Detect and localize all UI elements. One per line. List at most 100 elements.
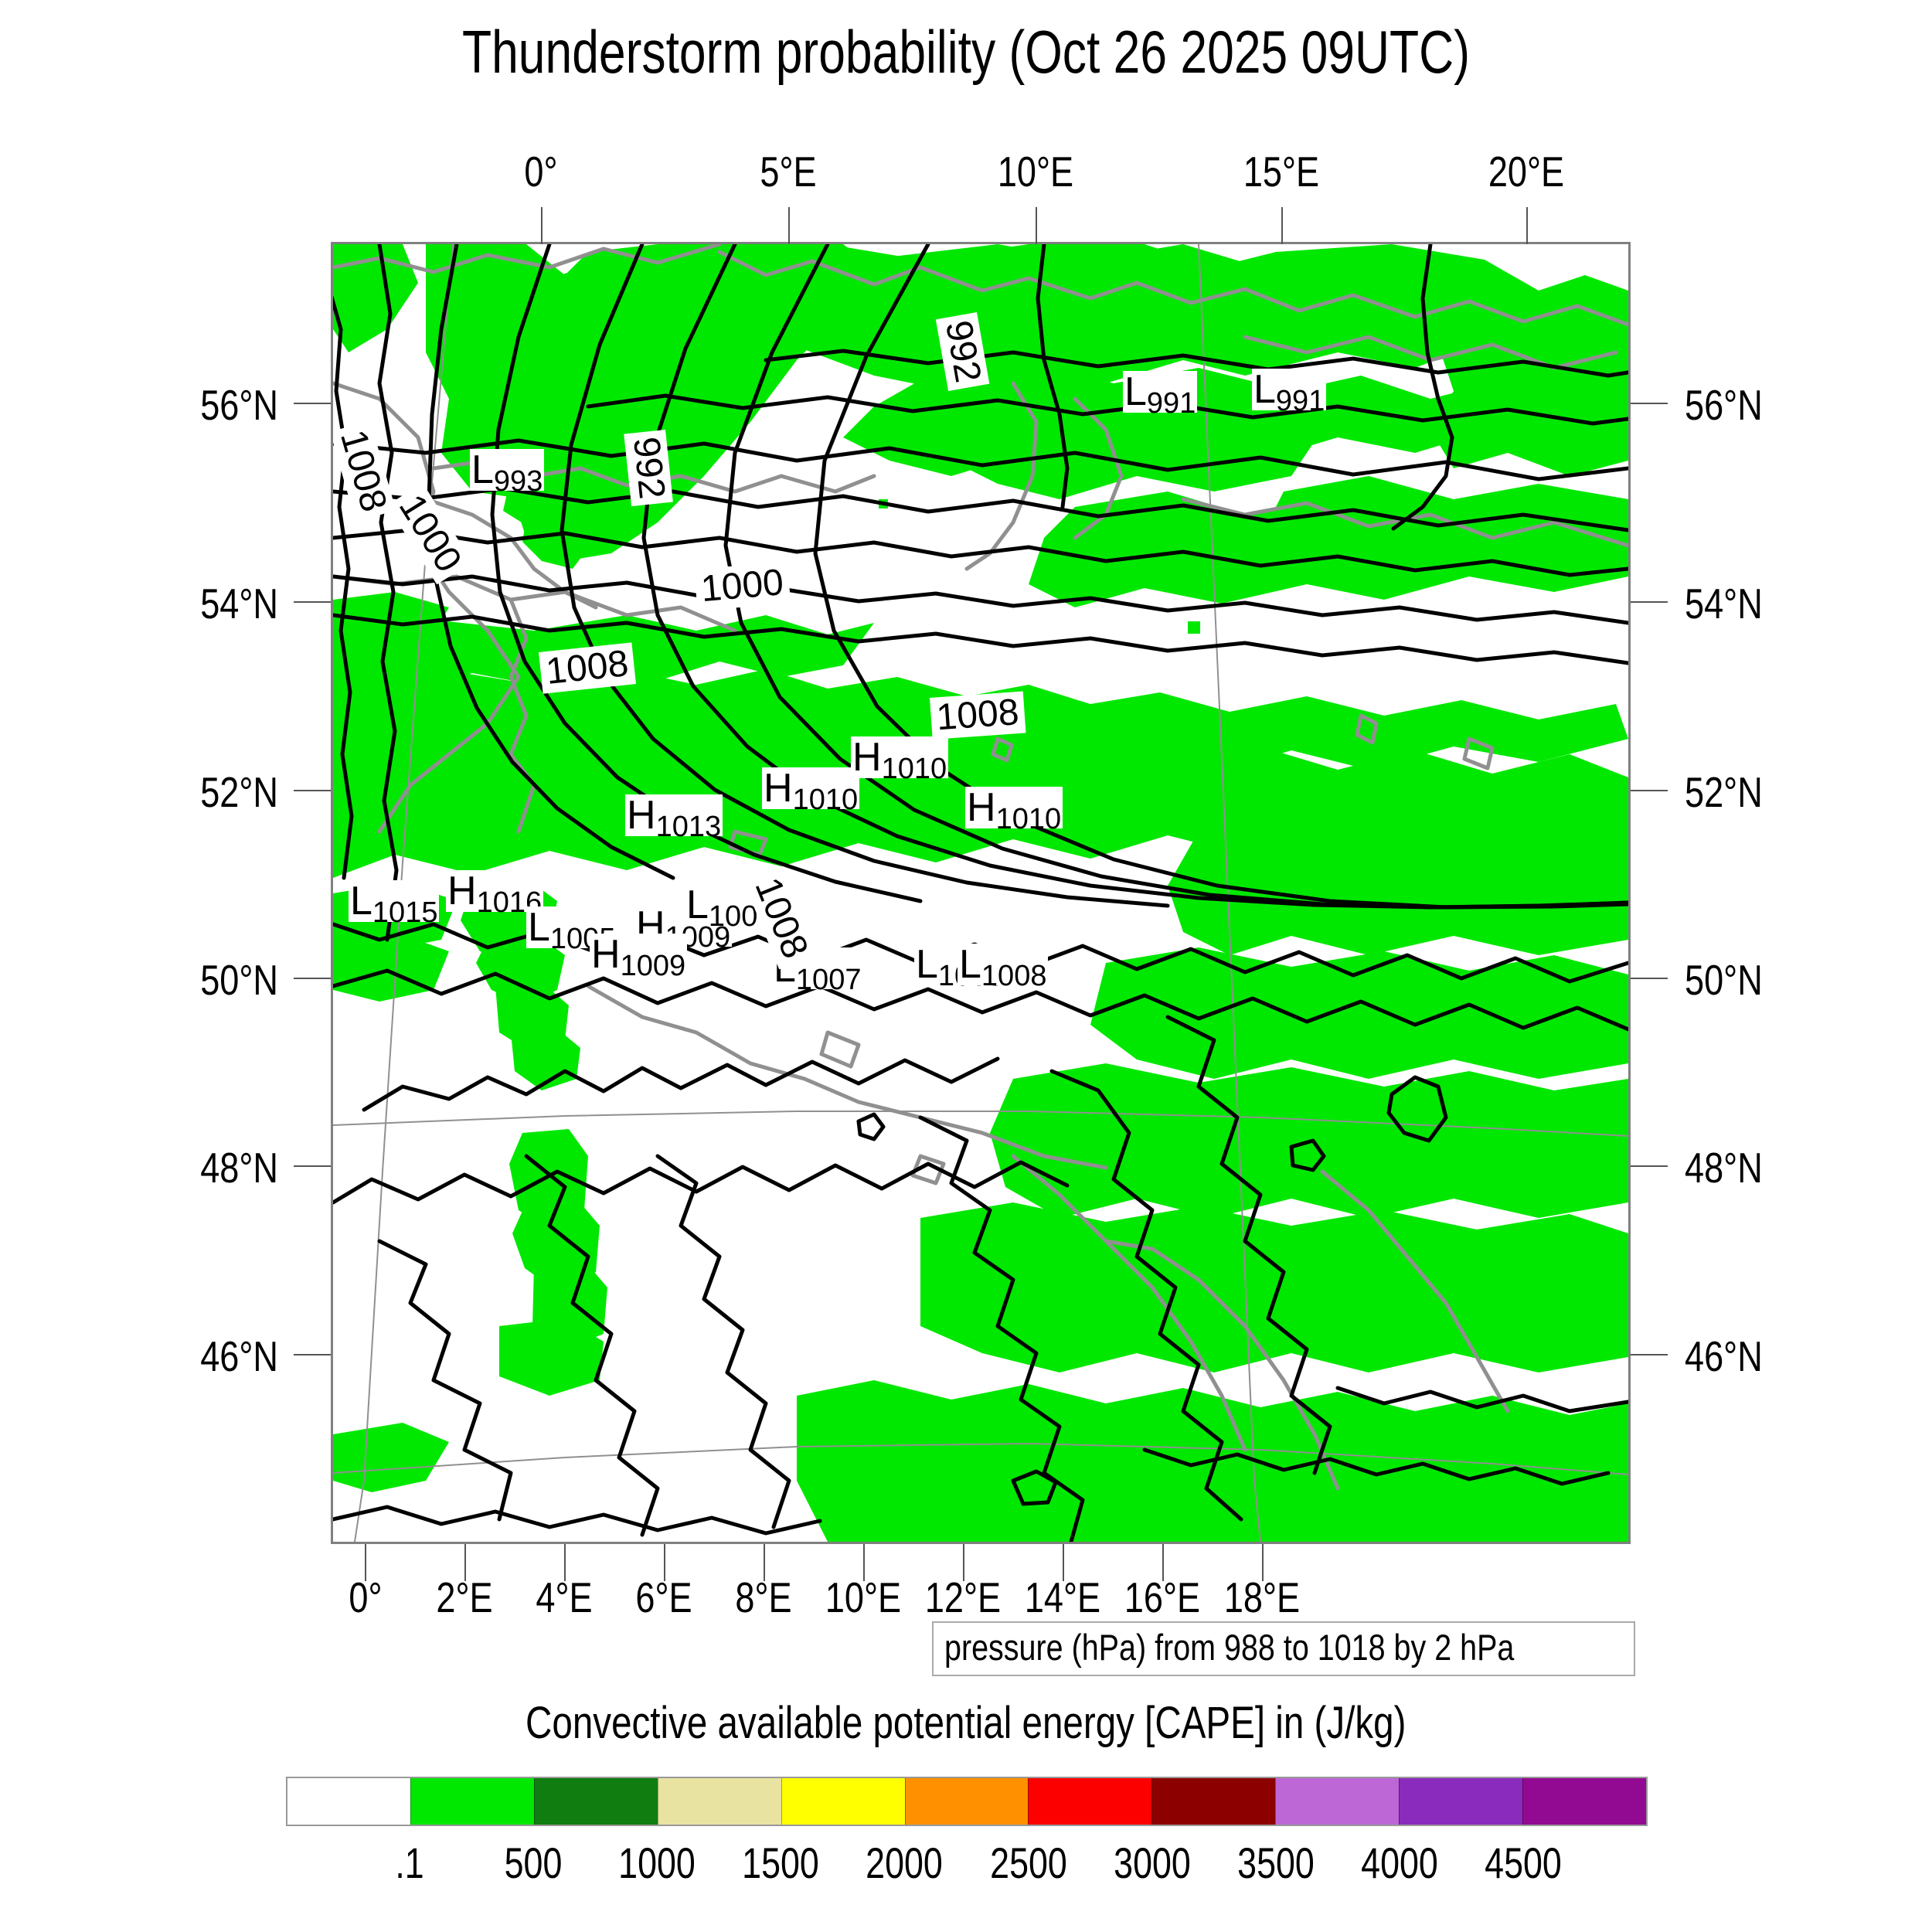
pressure-marker-value: 991 <box>1146 387 1196 420</box>
pressure-marker-value: 1015 <box>372 896 438 929</box>
colorbar-segment-2[interactable] <box>533 1778 658 1825</box>
axis-tick-left <box>294 790 331 791</box>
colorbar-segment-9[interactable] <box>1399 1778 1523 1825</box>
pressure-marker: L1008 <box>957 942 1049 991</box>
colorbar-segment-5[interactable] <box>904 1778 1029 1825</box>
pressure-marker-type: L <box>686 883 709 927</box>
colorbar-tick: 3500 <box>1228 1838 1325 1888</box>
pressure-marker-value: 1010 <box>792 784 859 816</box>
isobar-layer <box>333 244 1628 1542</box>
colorbar-tick: .1 <box>392 1838 428 1888</box>
axis-tick-bottom <box>664 1544 665 1581</box>
axis-label-bottom: 16°E <box>1124 1573 1201 1621</box>
cape-colorbar[interactable] <box>286 1777 1648 1826</box>
pressure-marker: H1013 <box>625 794 723 842</box>
axis-label-right: 46°N <box>1685 1332 1763 1380</box>
contour-label: 992 <box>624 430 673 507</box>
pressure-marker: H1009 <box>590 932 688 981</box>
pressure-marker-type: L <box>959 942 981 987</box>
pressure-marker-value: 1007 <box>795 964 862 996</box>
colorbar-title-text: Convective available potential energy [C… <box>526 1698 1406 1748</box>
colorbar-title: Convective available potential energy [C… <box>0 1697 1932 1749</box>
axis-label-right: 52°N <box>1685 768 1763 816</box>
axis-tick-right <box>1631 1354 1668 1355</box>
colorbar-tick-text: 500 <box>504 1838 563 1887</box>
axis-tick-right <box>1631 1165 1668 1167</box>
pressure-marker-type: L <box>1253 367 1276 412</box>
axis-tick-top <box>541 207 543 244</box>
axis-label-left: 56°N <box>200 381 278 429</box>
axis-label-top: 5°E <box>760 148 817 196</box>
axis-label-bottom: 14°E <box>1024 1573 1101 1621</box>
pressure-marker: L991 <box>1123 369 1198 418</box>
pressure-marker-type: H <box>967 785 996 830</box>
axis-tick-left <box>294 978 331 979</box>
colorbar-segment-3[interactable] <box>657 1778 781 1825</box>
axis-tick-top <box>788 207 790 244</box>
pressure-marker: L993 <box>470 447 545 496</box>
pressure-marker-type: H <box>447 869 477 913</box>
colorbar-tick-text: 2000 <box>866 1838 943 1887</box>
colorbar-segment-10[interactable] <box>1522 1778 1646 1825</box>
axis-tick-bottom <box>764 1544 765 1581</box>
colorbar-tick: 500 <box>497 1838 569 1888</box>
colorbar-segment-1[interactable] <box>410 1778 534 1825</box>
axis-label-top: 10°E <box>997 148 1074 196</box>
pressure-marker: H1010 <box>762 766 860 815</box>
axis-label-left: 52°N <box>200 768 278 816</box>
axis-label-right: 54°N <box>1685 580 1763 628</box>
colorbar-segment-8[interactable] <box>1275 1778 1400 1825</box>
colorbar-tick-text: .1 <box>395 1838 424 1887</box>
colorbar-segment-4[interactable] <box>781 1778 905 1825</box>
pressure-marker-value: 1010 <box>995 803 1062 835</box>
axis-label-bottom: 2°E <box>436 1573 493 1621</box>
pressure-marker-value: 991 <box>1275 385 1325 417</box>
pressure-marker: H1010 <box>851 736 949 784</box>
axis-tick-top <box>1526 207 1528 244</box>
pressure-legend-text: pressure (hPa) from 988 to 1018 by 2 hPa <box>944 1627 1515 1668</box>
colorbar-tick: 2500 <box>981 1838 1077 1888</box>
colorbar-tick: 3000 <box>1104 1838 1201 1888</box>
axis-tick-bottom <box>1063 1544 1064 1581</box>
pressure-marker: H1016 <box>446 869 544 917</box>
colorbar-segment-6[interactable] <box>1028 1778 1152 1825</box>
axis-tick-bottom <box>863 1544 865 1581</box>
axis-label-left: 46°N <box>200 1332 278 1380</box>
map-plot-area[interactable]: L991 L991 L993 H1013 H1010 H1010 H1010 H… <box>331 242 1631 1544</box>
pressure-marker-type: L <box>528 905 550 950</box>
axis-tick-top <box>1281 207 1283 244</box>
colorbar-segment-7[interactable] <box>1151 1778 1276 1825</box>
axis-tick-left <box>294 601 331 603</box>
axis-tick-right <box>1631 403 1668 404</box>
pressure-marker-type: L <box>471 447 494 492</box>
pressure-marker: H1010 <box>965 785 1063 834</box>
axis-label-bottom: 10°E <box>825 1573 902 1621</box>
colorbar-tick-text: 2500 <box>990 1838 1067 1887</box>
pressure-marker-type: H <box>764 766 793 811</box>
axis-tick-left <box>294 1165 331 1167</box>
axis-label-bottom: 6°E <box>635 1573 692 1621</box>
axis-tick-right <box>1631 601 1668 603</box>
pressure-marker-type: H <box>591 932 621 977</box>
axis-tick-bottom <box>365 1544 366 1581</box>
axis-label-left: 50°N <box>200 956 278 1004</box>
pressure-marker-value: 1013 <box>655 811 722 843</box>
pressure-marker: L1015 <box>349 879 440 927</box>
colorbar-tick-text: 4000 <box>1361 1838 1438 1887</box>
axis-label-right: 48°N <box>1685 1144 1763 1192</box>
axis-label-top: 0° <box>524 148 558 196</box>
axis-label-left: 48°N <box>200 1144 278 1192</box>
axis-tick-top <box>1036 207 1037 244</box>
colorbar-tick-text: 4500 <box>1485 1838 1562 1887</box>
axis-label-bottom: 12°E <box>924 1573 1002 1621</box>
pressure-marker-type: L <box>350 879 372 923</box>
axis-tick-bottom <box>1162 1544 1164 1581</box>
colorbar-tick-text: 1500 <box>742 1838 819 1887</box>
pressure-marker-type: L <box>1124 369 1147 414</box>
contour-label: 1008 <box>930 691 1026 740</box>
page-title: Thunderstorm probability (Oct 26 2025 09… <box>461 18 1471 86</box>
axis-tick-bottom <box>1262 1544 1264 1581</box>
colorbar-segment-0[interactable] <box>287 1778 410 1825</box>
colorbar-tick: 1000 <box>609 1838 706 1888</box>
